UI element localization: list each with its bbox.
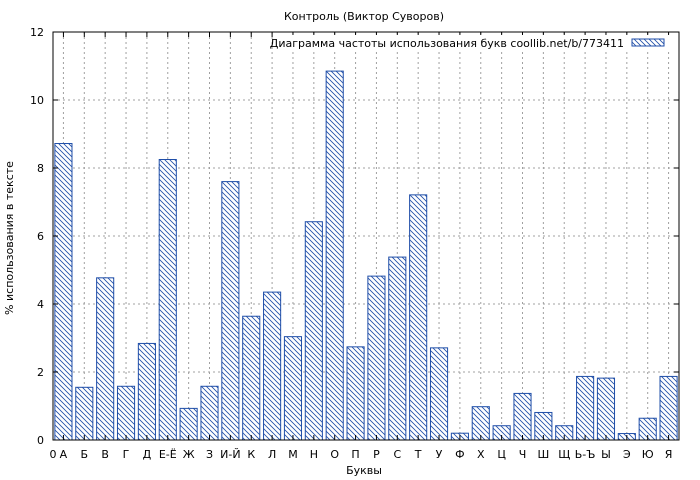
x-tick-label: У (436, 448, 443, 461)
y-tick-label: 6 (37, 230, 44, 243)
x-tick-label: К (247, 448, 255, 461)
y-tick-label: 8 (37, 162, 44, 175)
bar-6 (158, 159, 177, 441)
plot-border (52, 31, 680, 441)
x-tick-label: Э (623, 448, 631, 461)
bar-14 (325, 70, 344, 441)
x-tick-label: Ф (455, 448, 464, 461)
bar-15 (346, 346, 365, 441)
y-tick-label: 0 (37, 434, 44, 447)
legend: Диаграмма частоты использования букв coo… (270, 35, 675, 51)
y-tick-label: 2 (37, 366, 44, 379)
x-tick-label: И-Й (220, 448, 240, 461)
bar-8 (200, 385, 219, 441)
y-tick-label: 4 (37, 298, 44, 311)
x-tick-label: Ж (183, 448, 195, 461)
x-tick-label-origin: 0 (50, 448, 57, 461)
x-tick-label: Ш (537, 448, 549, 461)
x-tick-label: А (60, 448, 68, 461)
bar-27 (596, 377, 616, 441)
bar-17 (388, 256, 407, 441)
bar-12 (283, 336, 303, 441)
x-tick-label: Ц (497, 448, 506, 461)
x-tick-label: З (206, 448, 213, 461)
x-tick-label: Я (665, 448, 673, 461)
y-axis-label: % использования в тексте (3, 161, 16, 315)
bar-23 (513, 392, 532, 441)
bar-30 (659, 375, 678, 441)
x-tick-label: Ь-Ъ (575, 448, 596, 461)
x-tick-label: Е-Ё (159, 448, 177, 461)
bar-1 (54, 143, 73, 441)
y-tick-label: 12 (30, 26, 44, 39)
x-tick-label: Ю (642, 448, 654, 461)
x-tick-label: Ы (601, 448, 611, 461)
x-tick-label: В (101, 448, 109, 461)
legend-background (282, 35, 675, 51)
x-tick-label: Д (143, 448, 152, 461)
chart-title: Контроль (Виктор Суворов) (284, 10, 444, 23)
legend-swatch (631, 38, 665, 47)
bar-5 (137, 342, 156, 441)
bar-13 (304, 221, 323, 441)
bar-18 (409, 194, 428, 441)
x-tick-label: Ч (519, 448, 527, 461)
bars (54, 70, 678, 441)
bar-2 (75, 386, 94, 441)
bar-10 (242, 315, 261, 441)
bar-19 (429, 347, 449, 441)
x-tick-label: Н (310, 448, 318, 461)
x-tick-label: Щ (558, 448, 570, 461)
bar-3 (96, 277, 115, 441)
y-tick-label: 10 (30, 94, 44, 107)
x-tick-label: М (288, 448, 298, 461)
x-tick-label: Л (268, 448, 276, 461)
x-tick-label: П (351, 448, 359, 461)
bar-9 (221, 181, 240, 441)
x-axis-label: Буквы (346, 464, 382, 477)
x-tick-label: Х (477, 448, 485, 461)
x-tick-label: Т (414, 448, 422, 461)
bar-26 (576, 375, 595, 441)
legend-label: Диаграмма частоты использования букв coo… (270, 37, 624, 50)
x-tick-label: О (330, 448, 339, 461)
axes (52, 31, 680, 441)
bar-16 (367, 275, 386, 441)
x-tick-label: Р (373, 448, 380, 461)
bar-11 (263, 291, 282, 441)
bar-4 (116, 385, 136, 441)
x-tick-label: Б (81, 448, 89, 461)
x-tick-label: Г (123, 448, 130, 461)
x-tick-label: С (393, 448, 401, 461)
